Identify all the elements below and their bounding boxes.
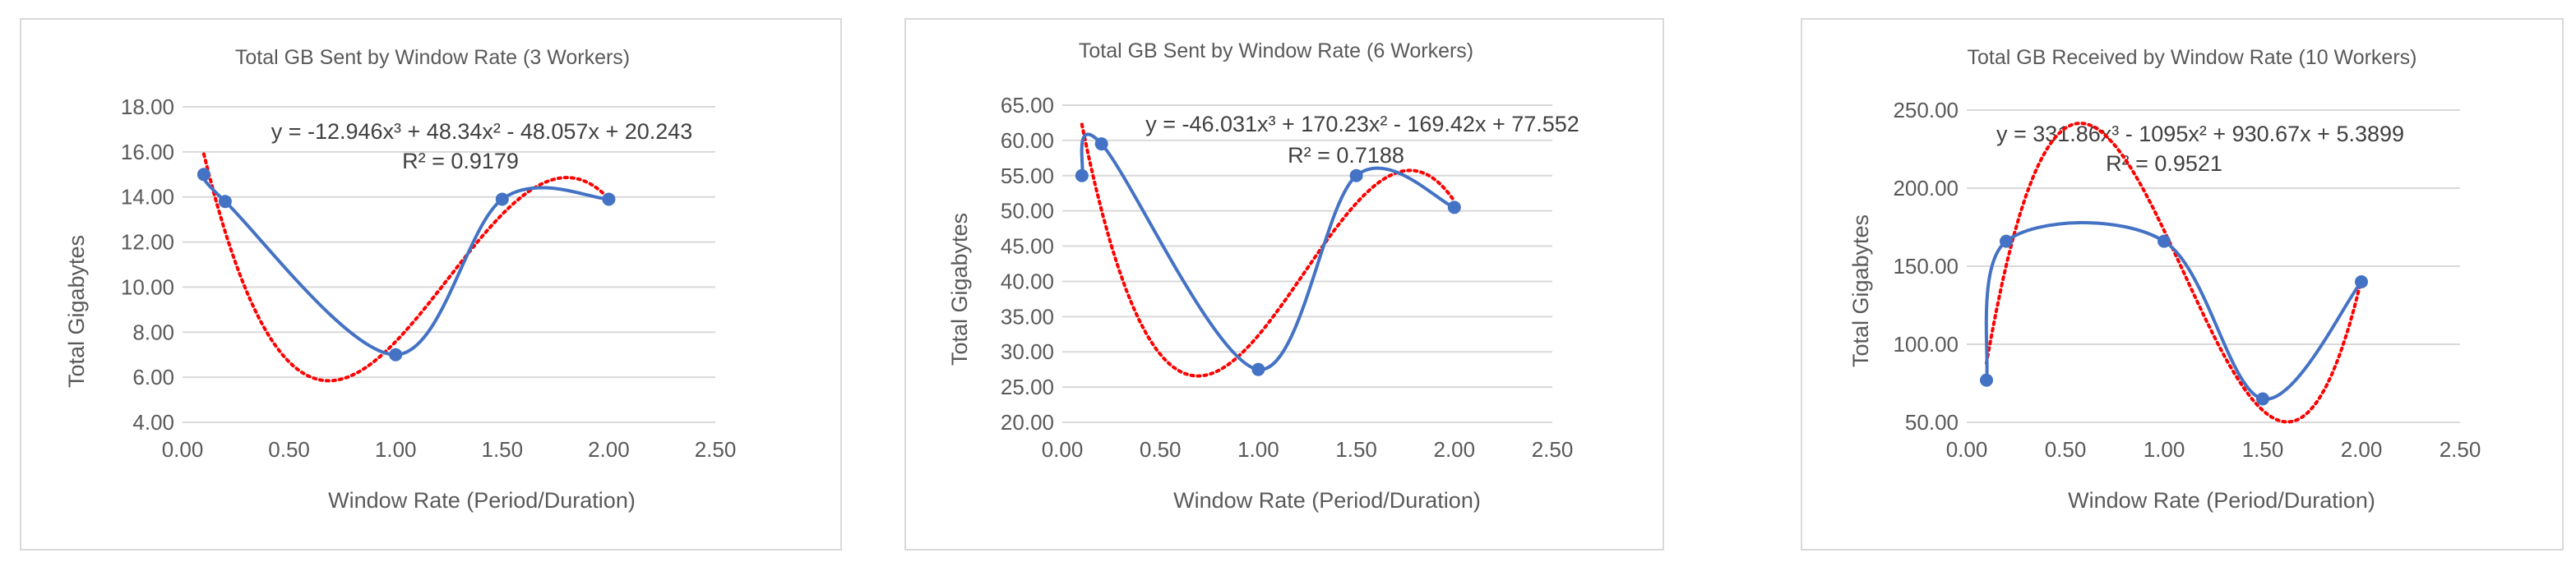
- plot-area: 50.00 100.00 150.00 200.00 250.00 0.00 0.50 1.0…: [1893, 98, 2481, 462]
- data-point: [1349, 168, 1363, 182]
- y-tick-label: 150.00: [1893, 254, 1959, 279]
- series-line: [1080, 132, 1455, 371]
- chart-title: Total GB Sent by Window Rate (3 Workers): [235, 46, 630, 69]
- r-squared-label: R² = 0.9179: [402, 149, 519, 173]
- x-tick-label: 2.50: [695, 437, 737, 462]
- y-axis-label: Total Gigabytes: [1848, 214, 1873, 367]
- chart-title: Total GB Received by Window Rate (10 Wor…: [1968, 46, 2417, 69]
- y-tick-label: 45.00: [1001, 234, 1054, 259]
- data-point: [389, 348, 403, 362]
- data-point: [197, 168, 210, 182]
- x-tick-label: 2.50: [2440, 437, 2481, 462]
- y-tick-label: 40.00: [1001, 269, 1054, 293]
- y-tick-label: 6.00: [132, 365, 174, 389]
- chart-title: Total GB Sent by Window Rate (6 Workers): [1079, 39, 1473, 62]
- data-point: [495, 192, 509, 206]
- y-tick-label: 8.00: [132, 320, 174, 344]
- data-point: [602, 192, 616, 206]
- x-tick-label: 1.00: [2144, 437, 2185, 462]
- x-axis-label: Window Rate (Period/Duration): [1173, 488, 1481, 513]
- chart-svg: Total GB Sent by Window Rate (6 Workers)…: [947, 39, 1579, 513]
- x-axis-label: Window Rate (Period/Duration): [2068, 488, 2375, 513]
- r-squared-label: R² = 0.7188: [1288, 143, 1404, 168]
- y-tick-label: 50.00: [1905, 410, 1959, 435]
- trendline: [201, 152, 611, 383]
- y-tick-label: 20.00: [1001, 410, 1054, 435]
- y-tick-label: 14.00: [121, 185, 174, 210]
- x-tick-label: 1.50: [481, 437, 523, 462]
- x-tick-label: 2.50: [1532, 437, 1574, 462]
- plot-area: 20.00 25.00 30.00 35.00 40.00 45.00 50.00 55.00…: [1001, 93, 1573, 462]
- y-tick-label: 18.00: [121, 94, 174, 119]
- trendline-equation: y = 331.86x³ - 1095x² + 930.67x + 5.3899: [1996, 122, 2404, 146]
- x-tick-label: 2.00: [1433, 437, 1475, 462]
- chart-panel-6-workers: Total GB Sent by Window Rate (6 Workers)…: [904, 18, 1664, 550]
- y-tick-label: 250.00: [1893, 98, 1959, 122]
- y-axis-label: Total Gigabytes: [947, 213, 972, 366]
- x-tick-label: 0.00: [1946, 437, 1988, 462]
- x-tick-label: 0.50: [1140, 437, 1182, 462]
- x-tick-label: 2.00: [588, 437, 630, 462]
- x-tick-label: 0.00: [1042, 437, 1084, 462]
- x-tick-label: 0.50: [268, 437, 310, 462]
- plot-area: 4.00 6.00 8.00 10.00 12.00 14.00 16.00 18.00 0.0…: [121, 94, 736, 462]
- y-tick-label: 12.00: [121, 230, 174, 255]
- data-point: [2000, 234, 2013, 248]
- data-point: [1447, 200, 1461, 214]
- data-point: [1094, 137, 1108, 151]
- x-tick-label: 0.00: [162, 437, 204, 462]
- data-point: [2157, 234, 2171, 248]
- data-point: [2355, 275, 2368, 288]
- x-tick-label: 1.00: [375, 437, 417, 462]
- y-tick-label: 65.00: [1001, 93, 1054, 117]
- y-tick-label: 55.00: [1001, 164, 1054, 188]
- r-squared-label: R² = 0.9521: [2106, 151, 2222, 176]
- y-tick-label: 200.00: [1893, 176, 1959, 200]
- y-tick-label: 4.00: [132, 410, 174, 435]
- x-axis-label: Window Rate (Period/Duration): [328, 488, 636, 513]
- y-tick-label: 35.00: [1001, 304, 1054, 329]
- x-tick-label: 1.50: [2242, 437, 2284, 462]
- data-point: [1980, 373, 1993, 387]
- trendline: [1080, 122, 1456, 378]
- y-tick-label: 60.00: [1001, 128, 1054, 153]
- y-tick-label: 100.00: [1893, 332, 1959, 357]
- y-tick-label: 30.00: [1001, 339, 1054, 364]
- data-point: [2256, 392, 2269, 406]
- y-tick-label: 50.00: [1001, 199, 1054, 223]
- y-tick-label: 10.00: [121, 274, 174, 299]
- data-point: [1251, 362, 1265, 376]
- chart-panel-10-workers: Total GB Received by Window Rate (10 Wor…: [1801, 18, 2564, 550]
- chart-svg: Total GB Sent by Window Rate (3 Workers)…: [64, 46, 736, 513]
- x-tick-label: 0.50: [2045, 437, 2087, 462]
- x-tick-label: 1.00: [1237, 437, 1279, 462]
- y-axis-label: Total Gigabytes: [64, 235, 89, 388]
- y-tick-label: 25.00: [1001, 375, 1054, 399]
- data-point: [218, 195, 232, 209]
- chart-panel-3-workers: Total GB Sent by Window Rate (3 Workers)…: [20, 18, 842, 550]
- chart-svg: Total GB Received by Window Rate (10 Wor…: [1848, 46, 2481, 513]
- y-tick-label: 16.00: [121, 140, 174, 164]
- series-line: [1984, 221, 2363, 401]
- trendline-equation: y = -12.946x³ + 48.34x² - 48.057x + 20.2…: [271, 119, 693, 144]
- x-tick-label: 1.50: [1335, 437, 1377, 462]
- trendline-equation: y = -46.031x³ + 170.23x² - 169.42x + 77.…: [1145, 112, 1579, 136]
- trendline: [1985, 121, 2363, 424]
- x-tick-label: 2.00: [2341, 437, 2383, 462]
- data-point: [1075, 168, 1089, 182]
